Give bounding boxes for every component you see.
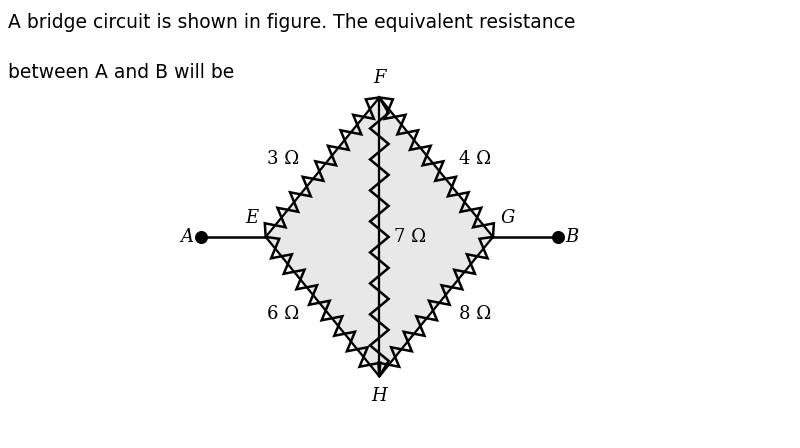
- Text: 3 Ω: 3 Ω: [267, 151, 299, 168]
- Text: 7 Ω: 7 Ω: [394, 228, 426, 246]
- Text: G: G: [501, 209, 515, 227]
- Text: 8 Ω: 8 Ω: [459, 306, 492, 323]
- Point: [194, 233, 207, 241]
- Text: A: A: [180, 228, 194, 246]
- Text: 6 Ω: 6 Ω: [267, 306, 299, 323]
- Point: [551, 233, 564, 241]
- Text: A bridge circuit is shown in figure. The equivalent resistance: A bridge circuit is shown in figure. The…: [8, 13, 575, 32]
- Text: E: E: [245, 209, 258, 227]
- Text: 4 Ω: 4 Ω: [459, 151, 491, 168]
- Text: between A and B will be: between A and B will be: [8, 63, 234, 82]
- Text: H: H: [371, 387, 387, 405]
- Text: B: B: [566, 228, 578, 246]
- Polygon shape: [266, 98, 493, 376]
- Text: F: F: [373, 69, 386, 87]
